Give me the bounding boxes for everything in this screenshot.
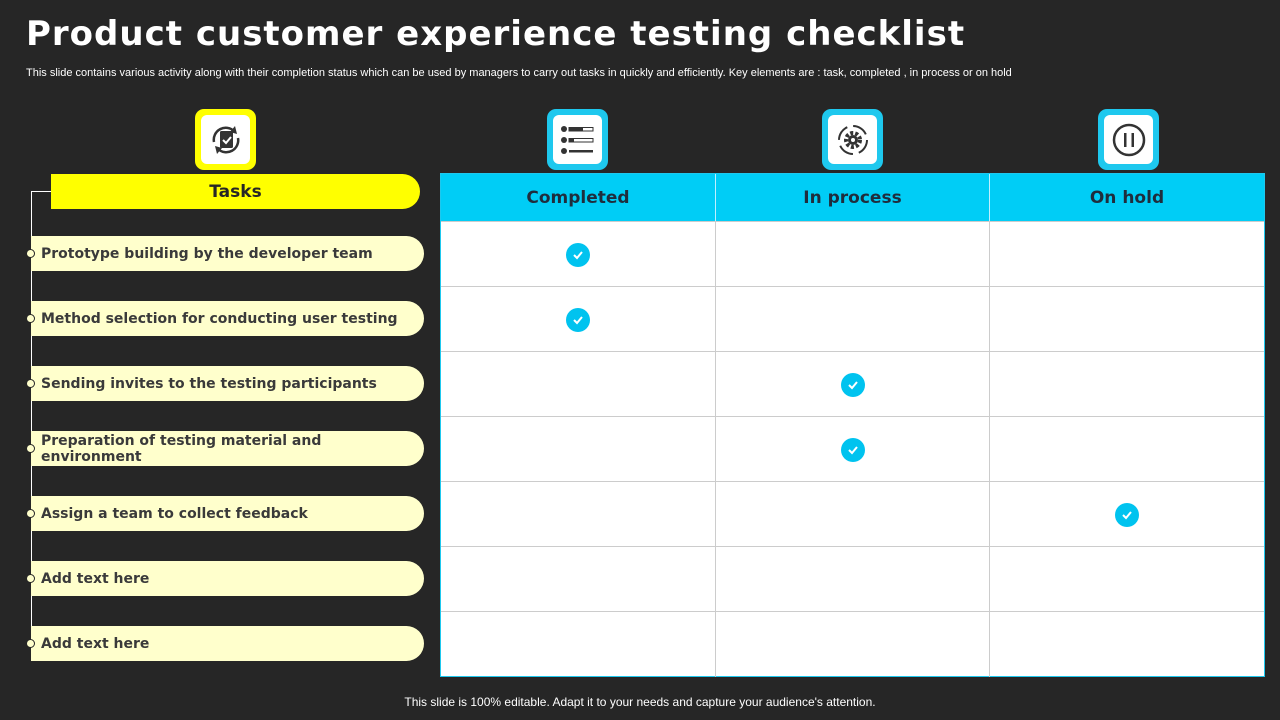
bullet-dot — [26, 444, 35, 453]
status-cell — [990, 287, 1264, 352]
status-cell — [716, 222, 990, 287]
task-item: Add text here — [26, 561, 424, 596]
task-item: Method selection for conducting user tes… — [26, 301, 424, 336]
status-cell — [716, 612, 990, 677]
task-label: Add text here — [41, 570, 150, 587]
status-cell — [990, 417, 1264, 482]
table-row — [441, 416, 1264, 482]
status-cell — [716, 482, 990, 547]
task-label: Prototype building by the developer team — [41, 245, 373, 262]
tasks-header: Tasks — [51, 174, 420, 209]
pause-icon — [1112, 123, 1145, 156]
tasks-icon-box — [195, 109, 256, 170]
bullet-dot — [26, 314, 35, 323]
task-label: Add text here — [41, 635, 150, 652]
task-label: Method selection for conducting user tes… — [41, 310, 398, 327]
status-cell — [716, 417, 990, 482]
task-item: Sending invites to the testing participa… — [26, 366, 424, 401]
check-icon — [566, 242, 590, 267]
status-cell — [441, 612, 716, 677]
status-cell — [716, 352, 990, 417]
column-header-on-hold: On hold — [990, 174, 1264, 221]
status-cell — [716, 547, 990, 612]
status-cell — [990, 352, 1264, 417]
checklist-icon — [560, 125, 593, 154]
check-icon — [566, 307, 590, 332]
check-icon — [840, 372, 865, 397]
bullet-dot — [26, 639, 35, 648]
bullet-dot — [26, 379, 35, 388]
page-title: Product customer experience testing chec… — [26, 14, 966, 54]
status-cell — [990, 222, 1264, 287]
column-header-completed: Completed — [441, 174, 716, 221]
bullet-dot — [26, 509, 35, 518]
status-cell — [990, 482, 1264, 547]
task-item: Prototype building by the developer team — [26, 236, 424, 271]
gear-cycle-icon — [837, 124, 868, 155]
table-row — [441, 286, 1264, 352]
status-cell — [990, 547, 1264, 612]
in-process-icon-box — [822, 109, 883, 170]
status-cell — [716, 287, 990, 352]
status-cell — [441, 417, 716, 482]
bullet-dot — [26, 249, 35, 258]
status-cell — [441, 222, 716, 287]
task-label: Assign a team to collect feedback — [41, 505, 308, 522]
check-icon — [1115, 502, 1139, 527]
status-cell — [990, 612, 1264, 677]
status-cell — [441, 352, 716, 417]
task-label: Preparation of testing material and envi… — [41, 432, 322, 465]
task-item: Add text here — [26, 626, 424, 661]
on-hold-icon-box — [1098, 109, 1159, 170]
table-row — [441, 221, 1264, 287]
task-item: Assign a team to collect feedback — [26, 496, 424, 531]
check-icon — [840, 437, 865, 462]
connector-line — [31, 191, 32, 661]
table-row — [441, 546, 1264, 612]
status-cell — [441, 547, 716, 612]
task-label: Sending invites to the testing participa… — [41, 375, 377, 392]
task-item: Preparation of testing material and envi… — [26, 431, 424, 466]
connector-line — [31, 191, 51, 192]
bullet-dot — [26, 574, 35, 583]
completed-icon-box — [547, 109, 608, 170]
subtitle: This slide contains various activity alo… — [26, 67, 1012, 79]
status-cell — [441, 482, 716, 547]
task-cycle-icon — [212, 125, 239, 154]
table-row — [441, 481, 1264, 547]
column-header-in-process: In process — [716, 174, 990, 221]
status-table: Completed In process On hold — [440, 173, 1265, 677]
footer-note: This slide is 100% editable. Adapt it to… — [404, 695, 876, 709]
status-cell — [441, 287, 716, 352]
table-row — [441, 611, 1264, 677]
table-row — [441, 351, 1264, 417]
